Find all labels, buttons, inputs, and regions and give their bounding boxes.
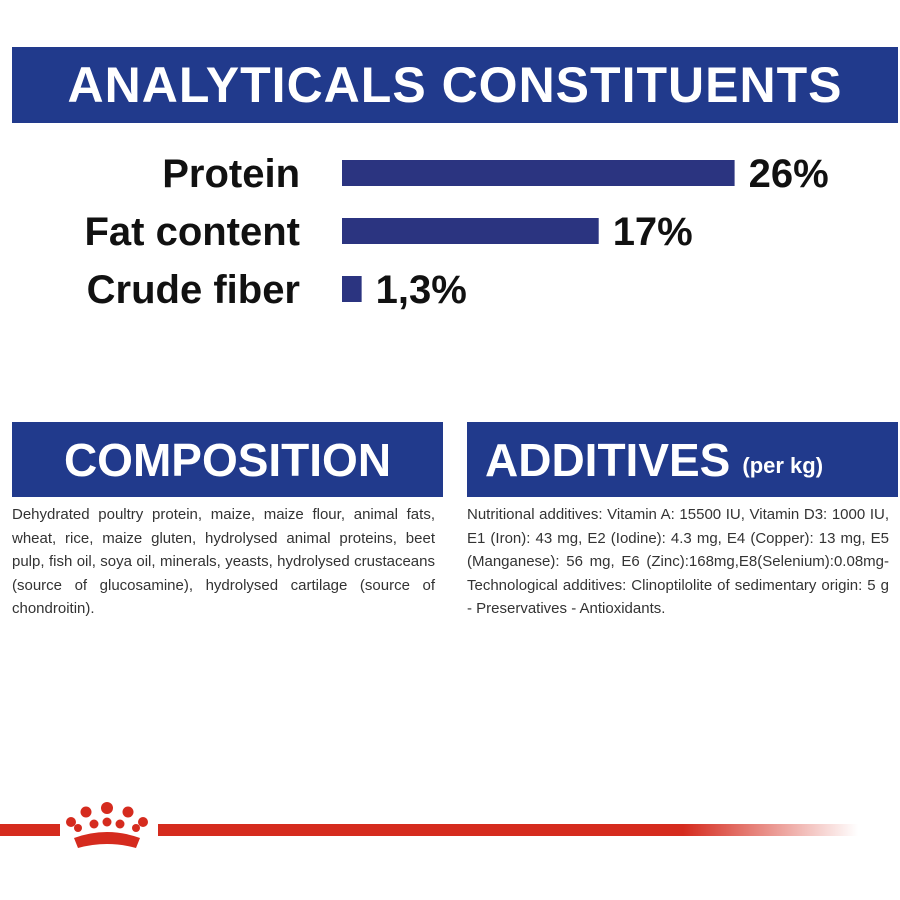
nutrient-label: Fat content — [84, 210, 300, 254]
additives-unit: (per kg) — [742, 452, 824, 478]
composition-text: Dehydrated poultry protein, maize, maize… — [12, 506, 435, 617]
composition-title: COMPOSITION — [12, 422, 443, 497]
additives-title: ADDITIVES — [485, 433, 731, 486]
red-line — [158, 824, 858, 836]
additives-header: ADDITIVES (per kg) — [467, 422, 898, 497]
value-label: 17% — [613, 210, 693, 254]
value-label: 1,3% — [376, 268, 467, 312]
nutrient-label: Crude fiber — [87, 268, 300, 312]
crown-logo — [66, 802, 148, 848]
bar — [342, 276, 362, 302]
header-title: ANALYTICALS CONSTITUENTS — [12, 47, 898, 123]
additives-text: Nutritional additives: Vitamin A: 15500 … — [467, 506, 889, 617]
value-label: 26% — [749, 152, 829, 196]
bar — [342, 218, 599, 244]
nutrient-label: Protein — [162, 152, 300, 196]
bar — [342, 160, 735, 186]
